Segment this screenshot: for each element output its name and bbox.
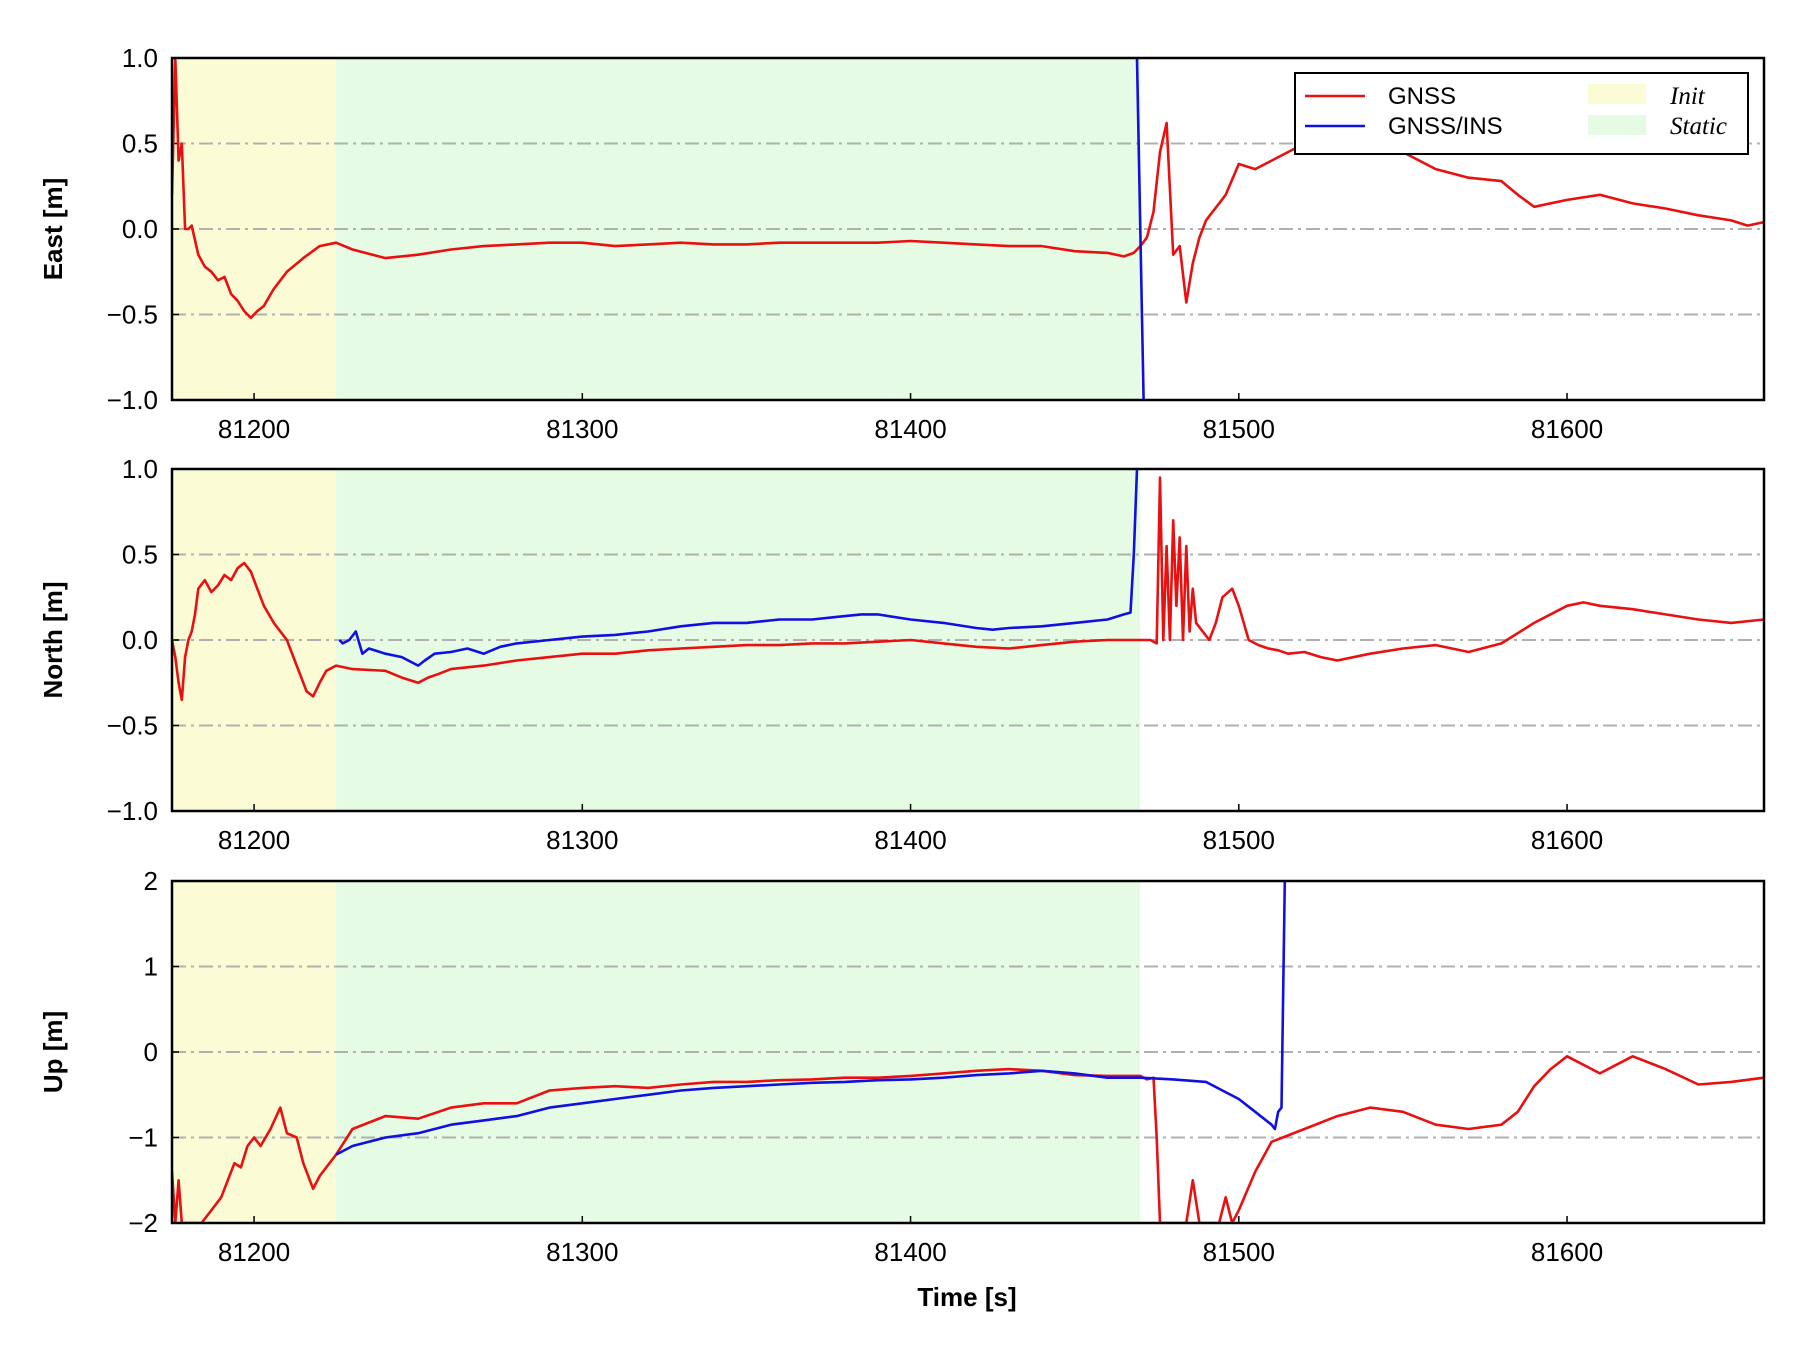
north-xtick-label: 81200 — [218, 825, 290, 855]
east-y-axis-label: East [m] — [38, 178, 68, 281]
north-frame — [170, 467, 1766, 813]
north-gnss-ins-line — [338, 469, 1139, 667]
up-gnss-line — [172, 1055, 1764, 1223]
east-xtick-label: 81400 — [874, 414, 946, 444]
north-ytick-label: 0.5 — [122, 540, 158, 570]
x-axis-label: Time [s] — [917, 1282, 1016, 1312]
legend-gnss-label: GNSS — [1388, 83, 1456, 110]
up-gnss-ins-line — [335, 881, 1287, 1156]
east-frame — [170, 56, 1766, 402]
north-gnss-line — [172, 476, 1764, 702]
east-xtick-label: 81300 — [546, 414, 618, 444]
up-xtick-label: 81500 — [1203, 1237, 1275, 1267]
legend: GNSS GNSS/INS Init Static — [1294, 72, 1749, 155]
north-ytick-label: 0.0 — [122, 625, 158, 655]
up-ytick-label: 1 — [144, 952, 158, 982]
up-xtick-label: 81300 — [546, 1237, 618, 1267]
up-ytick-label: −2 — [128, 1208, 158, 1238]
east-ytick-label: 0.0 — [122, 214, 158, 244]
north-panel: −1.0 −0.5 0.0 0.5 1.0 81200 81300 81400 81500 816… — [38, 454, 1766, 855]
legend-box — [1294, 72, 1749, 155]
legend-init-label: Init — [1669, 83, 1706, 110]
north-xtick-label: 81600 — [1531, 825, 1603, 855]
legend-static-label: Static — [1670, 113, 1727, 140]
east-xtick-label: 81600 — [1531, 414, 1603, 444]
up-ytick-label: 2 — [144, 866, 158, 896]
east-ytick-label: 0.5 — [122, 129, 158, 159]
legend-gnss-ins-label: GNSS/INS — [1388, 113, 1503, 140]
up-frame — [170, 879, 1766, 1225]
up-xtick-label: 81200 — [218, 1237, 290, 1267]
east-ytick-label: −0.5 — [107, 300, 158, 330]
up-y-axis-label: Up [m] — [38, 1011, 68, 1093]
north-ytick-label: 1.0 — [122, 454, 158, 484]
east-xtick-label: 81200 — [218, 414, 290, 444]
north-ytick-label: −0.5 — [107, 711, 158, 741]
east-gnss-ins-line — [1135, 58, 1145, 400]
north-ytick-label: −1.0 — [107, 796, 158, 826]
east-panel: −1.0 −0.5 0.0 0.5 1.0 81200 81300 81400 81500 816… — [38, 43, 1766, 444]
east-xtick-label: 81500 — [1203, 414, 1275, 444]
up-xtick-label: 81600 — [1531, 1237, 1603, 1267]
north-xtick-label: 81300 — [546, 825, 618, 855]
legend-init-swatch — [1588, 84, 1646, 104]
east-ytick-label: 1.0 — [122, 43, 158, 73]
legend-static-swatch — [1588, 115, 1646, 135]
up-panel: −2 −1 0 1 2 81200 81300 81400 81500 81600 Up [m] — [38, 866, 1766, 1267]
up-ytick-label: −1 — [128, 1123, 158, 1153]
up-xtick-label: 81400 — [874, 1237, 946, 1267]
east-ytick-label: −1.0 — [107, 385, 158, 415]
up-ytick-label: 0 — [144, 1037, 158, 1067]
north-xtick-label: 81400 — [874, 825, 946, 855]
north-y-axis-label: North [m] — [38, 582, 68, 699]
north-xtick-label: 81500 — [1203, 825, 1275, 855]
